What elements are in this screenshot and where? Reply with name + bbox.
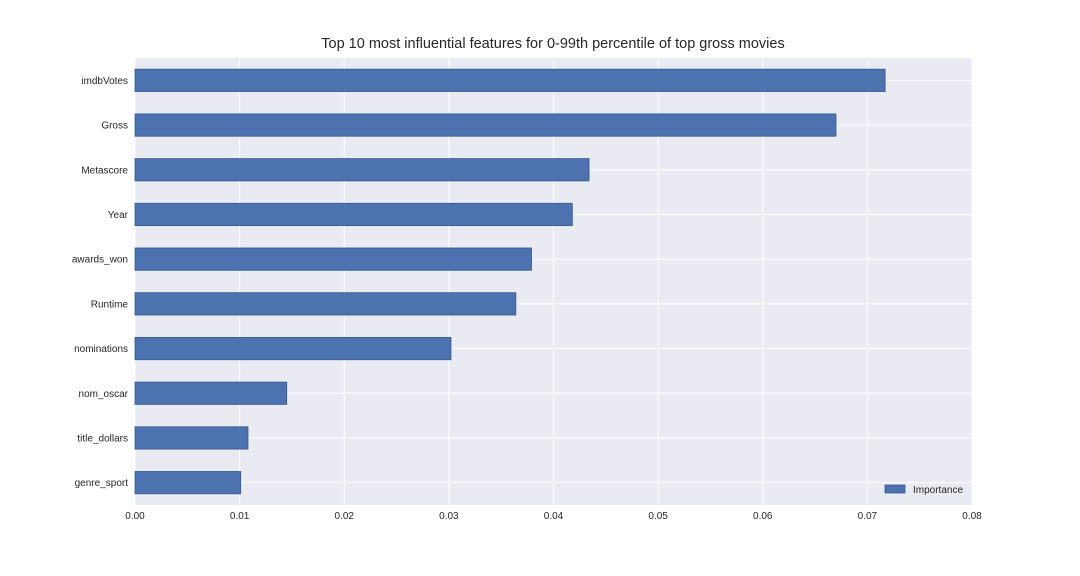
x-tick-label: 0.02 bbox=[335, 511, 355, 522]
y-tick-label: title_dollars bbox=[77, 433, 128, 444]
y-tick-label: Year bbox=[108, 210, 129, 221]
bar-nominations bbox=[134, 336, 452, 361]
bar-imdbVotes bbox=[134, 68, 886, 92]
x-tick-label: 0.06 bbox=[753, 511, 773, 522]
bar-genre_sport bbox=[134, 471, 242, 495]
x-tick-label: 0.00 bbox=[125, 511, 145, 522]
chart-title: Top 10 most influential features for 0-9… bbox=[321, 36, 784, 52]
legend-swatch bbox=[884, 484, 906, 494]
x-tick-label: 0.07 bbox=[858, 511, 878, 522]
y-tick-labels: imdbVotes Gross Metascore Year awards_won Run… bbox=[72, 76, 129, 489]
y-tick-label: Runtime bbox=[91, 299, 129, 310]
y-tick-label: nom_oscar bbox=[79, 389, 129, 400]
y-tick-label: Metascore bbox=[81, 165, 128, 176]
bar-title_dollars bbox=[134, 426, 249, 450]
y-tick-label: imdbVotes bbox=[81, 76, 128, 87]
y-tick-label: awards_won bbox=[72, 255, 128, 266]
y-tick-label: nominations bbox=[74, 344, 128, 355]
bar-Gross bbox=[134, 113, 837, 137]
x-tick-labels: 0.00 0.01 0.02 0.03 0.04 0.05 0.06 0.07 0.08 bbox=[125, 511, 982, 522]
legend: Importance bbox=[884, 484, 963, 496]
x-tick-label: 0.03 bbox=[439, 511, 459, 522]
bar-Year bbox=[134, 202, 573, 227]
y-tick-label: genre_sport bbox=[75, 478, 129, 489]
x-tick-label: 0.04 bbox=[544, 511, 564, 522]
bar-Metascore bbox=[134, 158, 590, 182]
bar-Runtime bbox=[134, 292, 517, 316]
legend-label: Importance bbox=[913, 485, 963, 496]
bar-nom_oscar bbox=[134, 381, 288, 405]
y-tick-label: Gross bbox=[101, 121, 128, 132]
x-tick-label: 0.05 bbox=[648, 511, 668, 522]
bar-awards_won bbox=[134, 247, 532, 271]
bars bbox=[134, 68, 886, 495]
x-tick-label: 0.08 bbox=[962, 511, 982, 522]
x-tick-label: 0.01 bbox=[230, 511, 250, 522]
